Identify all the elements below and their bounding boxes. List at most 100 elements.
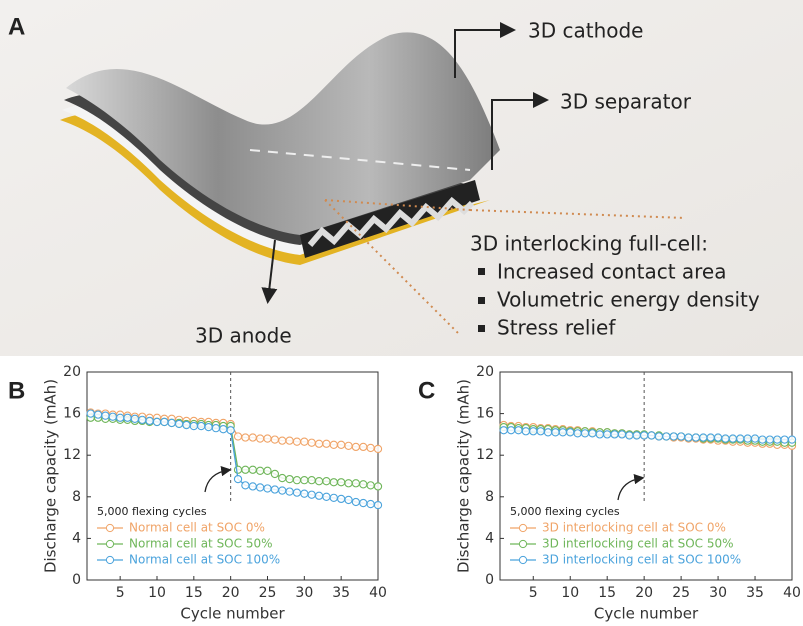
- x-axis-label: Cycle number: [180, 605, 285, 623]
- data-point: [279, 474, 286, 481]
- x-tick-label: 20: [635, 585, 653, 601]
- x-tick-label: 40: [783, 585, 801, 601]
- data-point: [507, 427, 514, 434]
- y-tick-label: 0: [485, 572, 494, 588]
- data-point: [648, 432, 655, 439]
- data-point: [500, 427, 507, 434]
- data-point: [692, 434, 699, 441]
- data-point: [596, 431, 603, 438]
- legend-swatch-marker: [106, 540, 113, 547]
- x-tick-label: 40: [369, 585, 387, 601]
- data-point: [234, 433, 241, 440]
- data-point: [323, 478, 330, 485]
- data-point: [774, 436, 781, 443]
- data-point: [234, 466, 241, 473]
- y-tick-label: 12: [63, 447, 81, 463]
- data-point: [183, 421, 190, 428]
- legend-title: 5,000 flexing cycles: [97, 505, 207, 518]
- data-point: [212, 425, 219, 432]
- y-tick-label: 8: [72, 489, 81, 505]
- data-point: [87, 410, 94, 417]
- data-point: [286, 437, 293, 444]
- data-point: [633, 432, 640, 439]
- y-tick-label: 16: [63, 406, 81, 422]
- data-point: [227, 427, 234, 434]
- y-tick-label: 0: [72, 572, 81, 588]
- data-point: [722, 435, 729, 442]
- data-point: [751, 435, 758, 442]
- data-point: [552, 429, 559, 436]
- data-point: [308, 439, 315, 446]
- data-point: [323, 440, 330, 447]
- y-axis-label: Discharge capacity (mAh): [42, 379, 60, 573]
- data-point: [330, 494, 337, 501]
- data-point: [198, 422, 205, 429]
- data-point: [242, 466, 249, 473]
- data-point: [367, 500, 374, 507]
- data-point: [330, 441, 337, 448]
- data-point: [257, 467, 264, 474]
- data-point: [124, 414, 131, 421]
- legend-label: 3D interlocking cell at SOC 50%: [542, 537, 734, 551]
- data-point: [367, 482, 374, 489]
- data-point: [308, 477, 315, 484]
- data-point: [190, 422, 197, 429]
- data-point: [574, 430, 581, 437]
- data-point: [589, 430, 596, 437]
- separator-label: 3D separator: [560, 90, 692, 114]
- data-point: [301, 477, 308, 484]
- x-tick-label: 15: [185, 585, 203, 601]
- x-tick-label: 30: [709, 585, 727, 601]
- data-point: [567, 429, 574, 436]
- data-point: [670, 433, 677, 440]
- panel-label: A: [8, 13, 25, 40]
- data-point: [530, 428, 537, 435]
- data-point: [367, 444, 374, 451]
- data-point: [338, 441, 345, 448]
- y-tick-label: 12: [476, 447, 494, 463]
- y-tick-label: 4: [485, 530, 494, 546]
- full-cell-label: 3D interlocking full-cell:: [470, 232, 708, 256]
- data-point: [264, 467, 271, 474]
- data-point: [374, 483, 381, 490]
- y-tick-label: 4: [72, 530, 81, 546]
- legend-label: Normal cell at SOC 100%: [129, 553, 280, 567]
- data-point: [678, 433, 685, 440]
- data-point: [641, 432, 648, 439]
- data-point: [352, 480, 359, 487]
- x-tick-label: 10: [148, 585, 166, 601]
- data-point: [330, 479, 337, 486]
- data-point: [338, 495, 345, 502]
- data-point: [352, 498, 359, 505]
- data-point: [581, 430, 588, 437]
- data-point: [729, 435, 736, 442]
- panel-label: B: [8, 377, 25, 404]
- legend-label: 3D interlocking cell at SOC 100%: [542, 553, 741, 567]
- x-tick-label: 5: [529, 585, 538, 601]
- data-point: [781, 436, 788, 443]
- data-point: [360, 481, 367, 488]
- y-tick-label: 8: [485, 489, 494, 505]
- legend-label: 3D interlocking cell at SOC 0%: [542, 521, 726, 535]
- data-point: [522, 428, 529, 435]
- legend-swatch-marker: [519, 540, 526, 547]
- data-point: [685, 434, 692, 441]
- annotation-arrows: [205, 470, 642, 500]
- y-tick-label: 20: [63, 364, 81, 380]
- data-point: [94, 411, 101, 418]
- data-point: [663, 433, 670, 440]
- data-point: [544, 429, 551, 436]
- legend-swatch-marker: [106, 556, 113, 563]
- anode-label: 3D anode: [195, 324, 292, 348]
- panel-label: C: [418, 377, 435, 404]
- feature: Volumetric energy density: [497, 288, 760, 312]
- data-point: [161, 418, 168, 425]
- data-point: [360, 443, 367, 450]
- data-point: [117, 414, 124, 421]
- data-point: [515, 427, 522, 434]
- data-point: [139, 416, 146, 423]
- data-point: [604, 431, 611, 438]
- data-point: [352, 443, 359, 450]
- data-point: [766, 436, 773, 443]
- x-tick-label: 20: [222, 585, 240, 601]
